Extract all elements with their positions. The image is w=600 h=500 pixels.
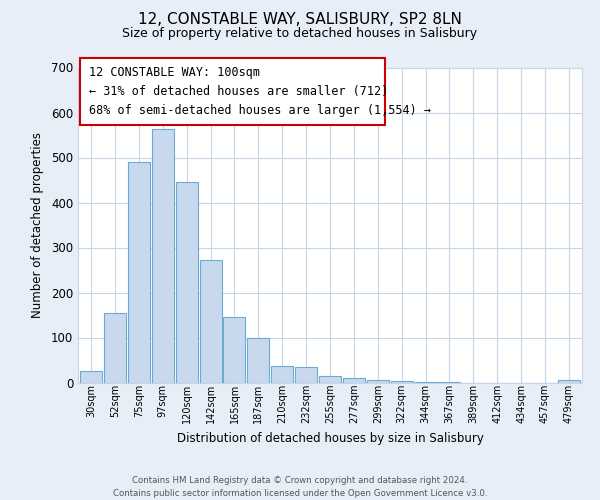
Bar — [200, 260, 221, 382]
Bar — [319, 376, 341, 382]
Bar — [80, 371, 102, 382]
Bar — [152, 129, 174, 382]
Bar — [343, 378, 365, 382]
Bar — [271, 366, 293, 382]
Text: Contains HM Land Registry data © Crown copyright and database right 2024.
Contai: Contains HM Land Registry data © Crown c… — [113, 476, 487, 498]
Bar — [367, 380, 389, 382]
Y-axis label: Number of detached properties: Number of detached properties — [31, 132, 44, 318]
Text: 12, CONSTABLE WAY, SALISBURY, SP2 8LN: 12, CONSTABLE WAY, SALISBURY, SP2 8LN — [138, 12, 462, 28]
Bar — [247, 338, 269, 382]
Text: 12 CONSTABLE WAY: 100sqm
← 31% of detached houses are smaller (712)
68% of semi-: 12 CONSTABLE WAY: 100sqm ← 31% of detach… — [89, 66, 431, 117]
Bar — [558, 380, 580, 382]
Bar — [128, 162, 150, 382]
Bar — [104, 313, 126, 382]
Bar — [391, 381, 413, 382]
X-axis label: Distribution of detached houses by size in Salisbury: Distribution of detached houses by size … — [176, 432, 484, 444]
Bar — [223, 318, 245, 382]
Bar — [295, 367, 317, 382]
Text: Size of property relative to detached houses in Salisbury: Size of property relative to detached ho… — [122, 28, 478, 40]
Bar — [176, 182, 197, 382]
